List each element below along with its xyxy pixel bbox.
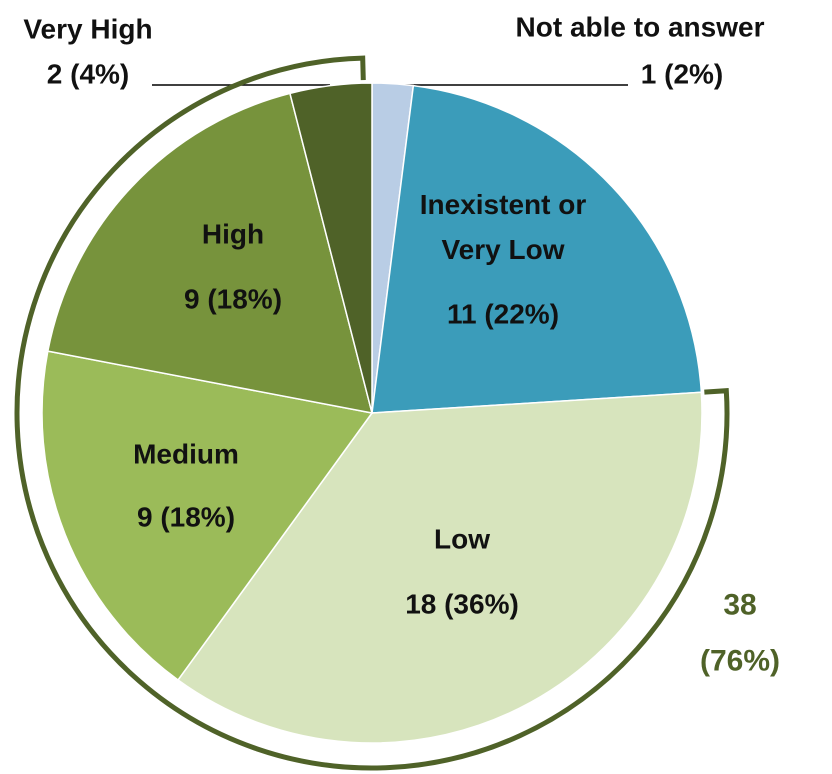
annotation: 38: [723, 588, 757, 622]
category-label: Low: [434, 523, 490, 555]
annotation: (76%): [699, 644, 781, 678]
category-label: Medium: [133, 438, 239, 470]
category-label: Very High: [23, 13, 153, 45]
bracket: [14, 55, 730, 771]
pie-slice: [176, 391, 703, 744]
value-label: 1 (2%): [640, 58, 724, 90]
category-label: Not able to answer: [515, 11, 765, 43]
category-label: Inexistent or Very Low: [419, 189, 587, 265]
pie-slice: [46, 92, 374, 414]
value-label: 11 (22%): [446, 298, 560, 330]
pie-slice: [41, 350, 374, 682]
pie-slice: [371, 84, 703, 414]
value-label: 9 (18%): [136, 501, 236, 533]
value-label: 18 (36%): [405, 588, 519, 620]
category-label: High: [201, 218, 265, 250]
value-label: 2 (4%): [46, 58, 130, 90]
pie-slice: [289, 82, 373, 414]
value-label: 9 (18%): [183, 283, 283, 315]
